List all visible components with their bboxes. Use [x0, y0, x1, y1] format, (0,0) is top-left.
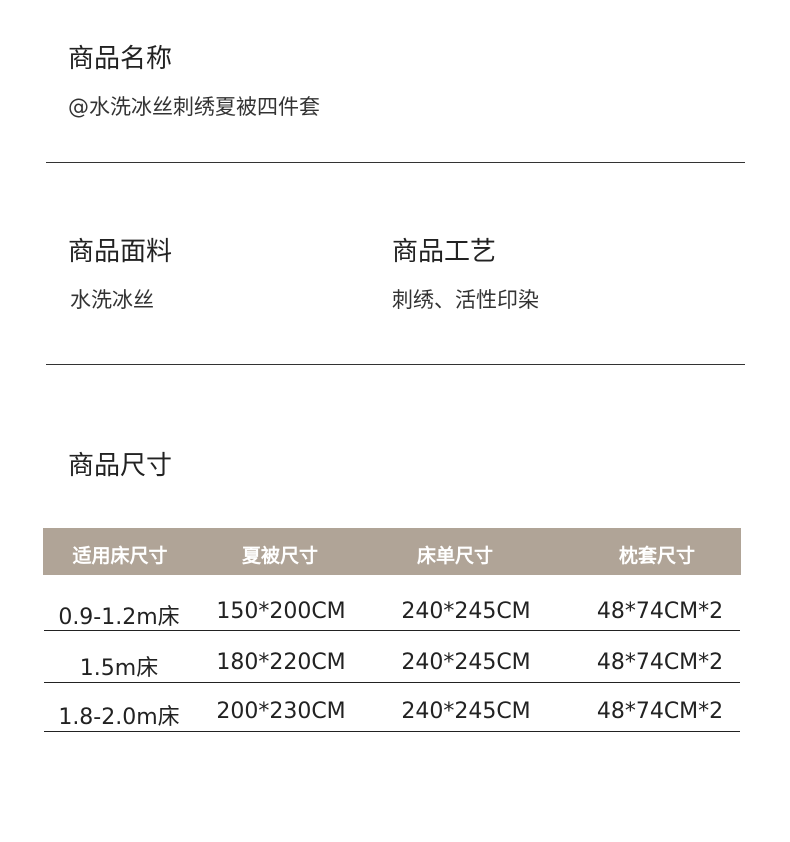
- divider: [46, 162, 745, 163]
- row-divider: [44, 630, 740, 631]
- divider: [46, 364, 745, 365]
- table-cell: 48*74CM*2: [596, 650, 724, 675]
- table-cell: 240*245CM: [401, 699, 531, 724]
- table-cell: 48*74CM*2: [596, 599, 724, 624]
- table-cell: 200*230CM: [216, 699, 346, 724]
- row-divider: [44, 682, 740, 683]
- size-label: 商品尺寸: [68, 451, 173, 481]
- row-divider: [44, 731, 740, 732]
- fabric-value: 水洗冰丝: [70, 288, 154, 312]
- product-name-value: @水洗冰丝刺绣夏被四件套: [68, 95, 320, 119]
- column-header: 枕套尺寸: [618, 545, 696, 567]
- table-cell: 240*245CM: [401, 599, 531, 624]
- table-cell: 48*74CM*2: [596, 699, 724, 724]
- fabric-label: 商品面料: [68, 237, 173, 267]
- craft-label: 商品工艺: [392, 237, 497, 267]
- column-header: 适用床尺寸: [72, 545, 168, 567]
- craft-value: 刺绣、活性印染: [392, 288, 539, 312]
- table-cell: 180*220CM: [216, 650, 346, 675]
- table-cell: 1.5m床: [79, 656, 159, 681]
- column-header: 夏被尺寸: [241, 545, 319, 567]
- table-cell: 1.8-2.0m床: [58, 705, 180, 730]
- column-header: 床单尺寸: [416, 545, 494, 567]
- table-cell: 150*200CM: [216, 599, 346, 624]
- table-cell: 0.9-1.2m床: [58, 605, 180, 630]
- size-table-header: 适用床尺寸 夏被尺寸 床单尺寸 枕套尺寸: [43, 528, 741, 575]
- table-cell: 240*245CM: [401, 650, 531, 675]
- product-name-label: 商品名称: [68, 44, 173, 74]
